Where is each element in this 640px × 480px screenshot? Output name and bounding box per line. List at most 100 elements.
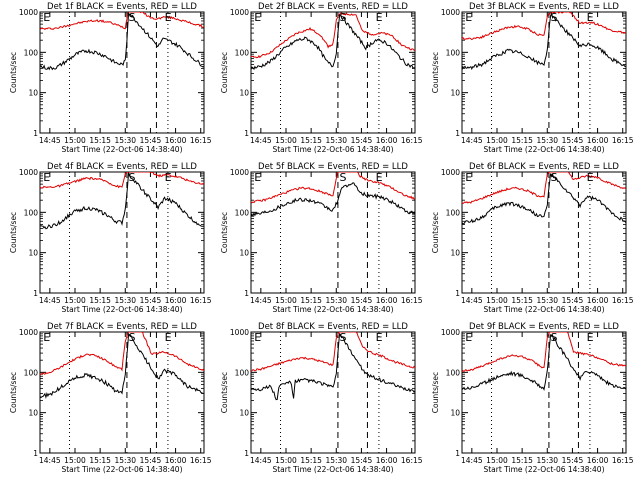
chart-title: Det 7f BLACK = Events, RED = LLD — [47, 322, 197, 332]
chart-panel-2: Det 2f BLACK = Events, RED = LLD 1 10 100 10… — [220, 2, 423, 154]
interval-marker-e: E — [376, 11, 383, 24]
x-tick-label: 15:00 — [275, 136, 297, 145]
y-axis-label: Counts/sec — [9, 212, 18, 253]
x-tick-label: 15:00 — [486, 456, 508, 465]
interval-marker-e: E — [43, 11, 50, 24]
interval-marker-s: S — [340, 171, 347, 184]
y-tick-label: 1 — [455, 289, 460, 298]
chart-title: Det 9f BLACK = Events, RED = LLD — [469, 322, 619, 332]
series-line-events — [40, 12, 204, 71]
x-tick-label: 15:00 — [486, 296, 508, 305]
x-tick-label: 16:15 — [401, 296, 423, 305]
chart-title: Det 3f BLACK = Events, RED = LLD — [469, 2, 619, 12]
x-tick-label: 15:00 — [64, 136, 86, 145]
x-tick-label: 14:45 — [39, 456, 61, 465]
y-tick-label: 1000 — [441, 168, 460, 177]
interval-marker-e: E — [165, 331, 172, 344]
y-tick-label: 100 — [235, 368, 250, 377]
interval-marker-s: S — [340, 331, 347, 344]
x-tick-label: 16:15 — [401, 136, 423, 145]
x-tick-label: 15:15 — [300, 136, 322, 145]
x-tick-label: 15:45 — [351, 136, 373, 145]
y-tick-label: 1 — [244, 289, 249, 298]
plot-frame — [461, 11, 627, 134]
x-tick-label: 16:15 — [190, 456, 212, 465]
x-tick-label: 16:00 — [587, 296, 609, 305]
x-tick-label: 16:15 — [612, 296, 634, 305]
series-line-events — [462, 12, 626, 71]
x-axis-label: Start Time (22-Oct-06 14:38:40) — [61, 465, 182, 474]
series-line-lld — [251, 12, 415, 59]
plot-frame — [39, 171, 205, 294]
x-tick-label: 14:45 — [250, 456, 272, 465]
x-tick-label: 16:00 — [587, 136, 609, 145]
x-axis-label: Start Time (22-Oct-06 14:38:40) — [61, 145, 182, 154]
y-tick-label: 10 — [450, 249, 460, 258]
x-tick-label: 15:45 — [140, 136, 162, 145]
y-tick-label: 1 — [33, 129, 38, 138]
x-tick-label: 15:00 — [275, 456, 297, 465]
plot-frame — [250, 331, 416, 454]
chart-title: Det 5f BLACK = Events, RED = LLD — [258, 162, 408, 172]
y-tick-label: 1 — [33, 289, 38, 298]
x-axis-label: Start Time (22-Oct-06 14:38:40) — [272, 145, 393, 154]
interval-marker-e: E — [254, 171, 261, 184]
x-axis-label: Start Time (22-Oct-06 14:38:40) — [483, 305, 604, 314]
interval-marker-s: S — [551, 11, 558, 24]
x-tick-label: 14:45 — [461, 456, 483, 465]
chart-panel-5: Det 5f BLACK = Events, RED = LLD 1 10 100 10… — [220, 162, 423, 314]
y-tick-label: 1000 — [441, 8, 460, 17]
interval-marker-s: S — [129, 11, 136, 24]
y-tick-label: 1000 — [19, 328, 38, 337]
x-tick-label: 15:45 — [140, 456, 162, 465]
y-axis-label: Counts/sec — [220, 212, 229, 253]
x-tick-label: 16:15 — [190, 136, 212, 145]
x-tick-label: 15:15 — [300, 296, 322, 305]
series-line-events — [40, 172, 204, 230]
x-tick-label: 14:45 — [39, 136, 61, 145]
y-tick-label: 10 — [28, 89, 38, 98]
x-tick-label: 15:15 — [89, 136, 111, 145]
y-tick-label: 1000 — [230, 8, 249, 17]
series-line-lld — [40, 12, 204, 31]
y-tick-label: 100 — [24, 208, 39, 217]
x-tick-label: 15:45 — [351, 456, 373, 465]
y-tick-label: 1 — [244, 129, 249, 138]
y-tick-label: 1000 — [230, 168, 249, 177]
interval-marker-e: E — [376, 171, 383, 184]
chart-panel-1: Det 1f BLACK = Events, RED = LLD 1 10 100 10… — [9, 2, 212, 154]
y-tick-label: 100 — [235, 208, 250, 217]
x-tick-label: 14:45 — [39, 296, 61, 305]
x-tick-label: 15:45 — [140, 296, 162, 305]
x-tick-label: 15:00 — [64, 296, 86, 305]
y-tick-label: 10 — [28, 409, 38, 418]
interval-marker-e: E — [465, 11, 472, 24]
chart-panel-7: Det 7f BLACK = Events, RED = LLD 1 10 100 10… — [9, 322, 212, 474]
y-tick-label: 1000 — [19, 168, 38, 177]
y-tick-label: 1 — [33, 449, 38, 458]
series-line-events — [251, 14, 415, 71]
interval-marker-s: S — [129, 331, 136, 344]
y-axis-label: Counts/sec — [431, 212, 440, 253]
x-tick-label: 15:15 — [511, 136, 533, 145]
y-tick-label: 100 — [446, 208, 461, 217]
x-tick-label: 14:45 — [250, 296, 272, 305]
interval-marker-e: E — [165, 11, 172, 24]
x-tick-label: 15:15 — [89, 456, 111, 465]
y-tick-label: 1 — [455, 129, 460, 138]
x-tick-label: 14:45 — [461, 136, 483, 145]
y-tick-label: 100 — [235, 48, 250, 57]
x-tick-label: 16:00 — [376, 136, 398, 145]
x-tick-label: 15:15 — [511, 456, 533, 465]
x-tick-label: 16:00 — [165, 296, 187, 305]
series-line-lld — [40, 332, 204, 376]
x-tick-label: 15:15 — [89, 296, 111, 305]
series-line-events — [462, 333, 626, 392]
interval-marker-e: E — [465, 331, 472, 344]
interval-marker-e: E — [254, 331, 261, 344]
interval-marker-e: E — [254, 11, 261, 24]
x-tick-label: 16:00 — [165, 456, 187, 465]
y-tick-label: 1 — [455, 449, 460, 458]
y-tick-label: 10 — [450, 89, 460, 98]
